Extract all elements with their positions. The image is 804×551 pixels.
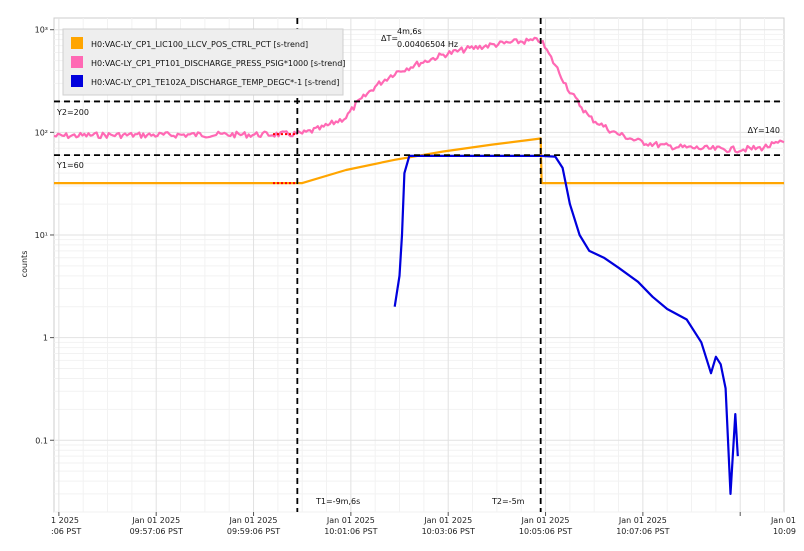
cursor-y1-label: Y1=60 [56,161,84,170]
y-tick-label-4: 0.1 [35,436,48,445]
x-tick-date-1: Jan 01 2025 [131,516,180,525]
cursor-y2-label: Y2=200 [56,108,89,117]
x-tick-date-3: Jan 01 2025 [326,516,375,525]
delta-t-frequency: 0.00406504 Hz [397,40,458,49]
legend: H0:VAC-LY_CP1_LIC100_LLCV_POS_CTRL_PCT [… [62,28,345,96]
x-tick-time-0: :06 PST [51,527,81,536]
x-tick-date-5: Jan 01 2025 [521,516,570,525]
legend-swatch-0 [71,37,83,49]
legend-entry-2[interactable]: H0:VAC-LY_CP1_TE102A_DISCHARGE_TEMP_DEGC… [91,78,339,87]
x-axis-ticks: 1 2025 :06 PST Jan 01 2025 09:57:06 PST Jan … [51,512,796,536]
legend-box [62,28,344,96]
y-tick-label-3: 1 [43,334,48,343]
x-tick-date-4: Jan 01 2025 [423,516,472,525]
legend-swatch-2 [71,75,83,87]
minor-grid [54,18,784,513]
delta-y-label: ΔY=140 [748,126,780,135]
plot-area [53,17,785,513]
y-tick-label-1: 10² [35,128,48,137]
major-grid [54,18,784,512]
x-tick-time-7: 10:09 [773,527,796,536]
x-tick-date-7: Jan 01 [770,516,796,525]
legend-swatch-1 [71,56,83,68]
series-line-2 [393,154,739,495]
delta-t-value: 4m,6s [397,27,422,36]
x-tick-time-5: 10:05:06 PST [519,527,572,536]
delta-t-label: ΔT= [381,34,398,43]
cursor-t2-label: T2=-5m [491,497,525,506]
legend-entry-0[interactable]: H0:VAC-LY_CP1_LIC100_LLCV_POS_CTRL_PCT [… [91,40,308,49]
x-tick-date-2: Jan 01 2025 [229,516,278,525]
x-tick-date-0: 1 2025 [51,516,79,525]
x-tick-date-6: Jan 01 2025 [618,516,667,525]
x-tick-time-6: 10:07:06 PST [616,527,669,536]
cursor-layer [54,18,784,512]
cursor-t1-label: T1=-9m,6s [315,497,360,506]
x-tick-time-3: 10:01:06 PST [324,527,377,536]
x-tick-time-2: 09:59:06 PST [227,527,280,536]
y-axis-ticks: 10³ 10² 10¹ 1 0.1 [35,26,54,445]
y-tick-label-0: 10³ [35,26,48,35]
series-line-1 [53,36,785,154]
x-tick-time-4: 10:03:06 PST [422,527,475,536]
y-axis-label: counts [20,251,29,278]
y-tick-label-2: 10¹ [35,231,48,240]
legend-entry-1[interactable]: H0:VAC-LY_CP1_PT101_DISCHARGE_PRESS_PSIG… [91,59,345,68]
x-tick-time-1: 09:57:06 PST [130,527,183,536]
